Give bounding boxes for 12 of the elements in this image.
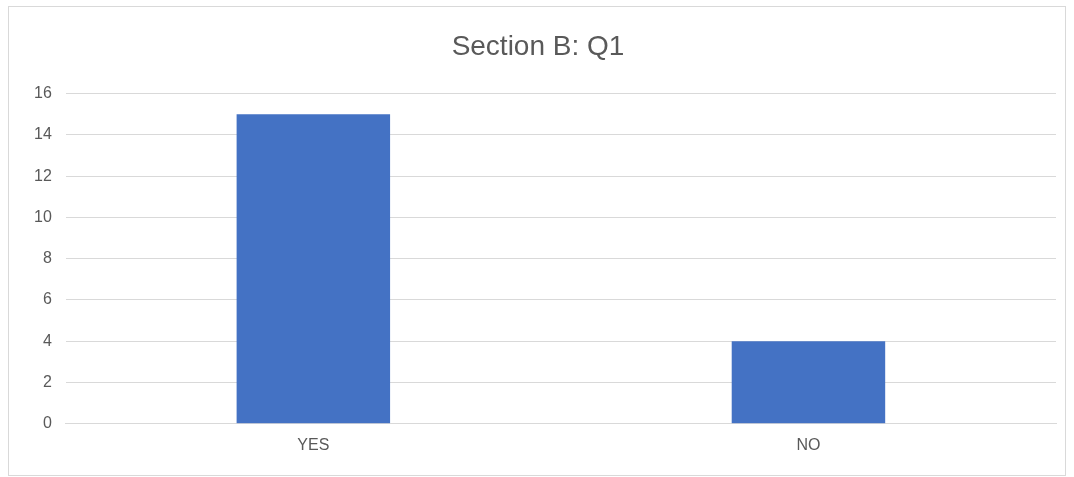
y-tick-label: 16 [34, 84, 52, 102]
y-tick-label: 8 [42, 249, 52, 267]
x-tick-label: YES [297, 435, 330, 453]
y-tick-label: 4 [42, 331, 52, 349]
y-tick-label: 6 [42, 290, 52, 308]
y-tick-label: 0 [42, 414, 52, 432]
chart-title: Section B: Q1 [451, 29, 625, 61]
x-tick-label: NO [796, 435, 821, 453]
y-tick-label: 10 [34, 207, 52, 225]
y-tick-label: 14 [34, 125, 52, 143]
y-tick-label: 12 [34, 166, 52, 184]
y-tick-label: 2 [42, 372, 52, 390]
